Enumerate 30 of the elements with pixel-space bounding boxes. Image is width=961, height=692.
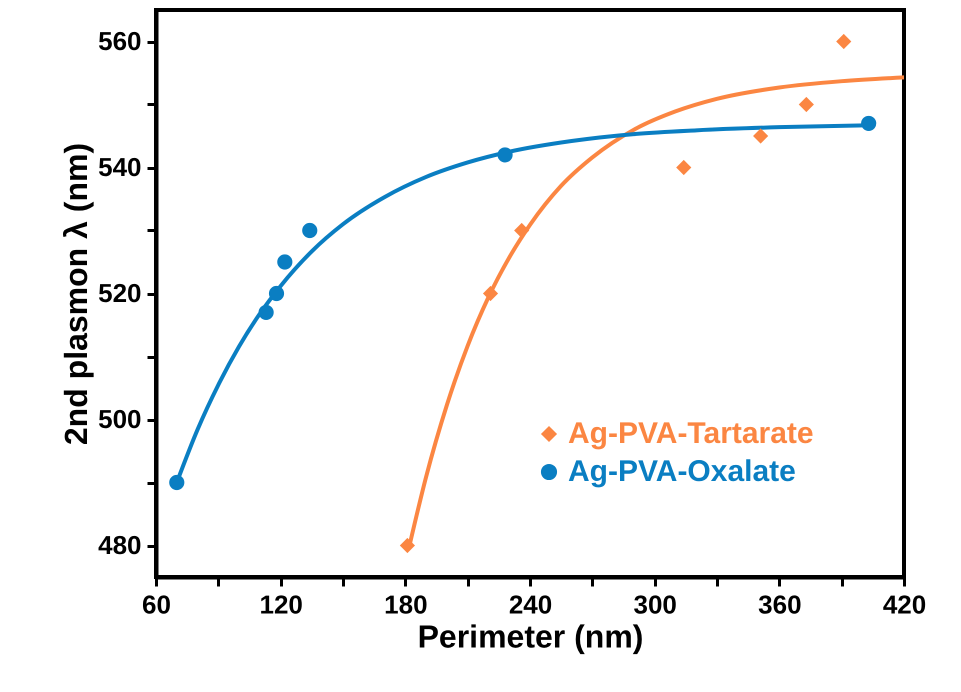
point [514, 222, 530, 238]
x-tick-label: 420 [882, 590, 926, 620]
legend-label: Ag-PVA-Tartarate [568, 417, 814, 450]
point [676, 160, 692, 176]
x-tick-label: 180 [384, 590, 428, 620]
point [798, 96, 814, 112]
point [277, 254, 292, 270]
x-tick-label: 240 [508, 590, 552, 620]
x-tick-label: 300 [633, 590, 677, 620]
y-tick-label: 500 [98, 404, 142, 434]
x-tick-label: 360 [758, 590, 802, 620]
point [302, 222, 318, 238]
y-axis-title: 2nd plasmon λ (nm) [58, 142, 94, 446]
point [258, 304, 274, 320]
x-tick-label: 60 [142, 590, 171, 620]
point [400, 538, 415, 554]
point [169, 474, 184, 490]
point [482, 286, 498, 302]
point [753, 128, 768, 144]
point [268, 286, 284, 302]
y-tick-label: 480 [98, 530, 142, 560]
legend-label: Ag-PVA-Oxalate [568, 455, 796, 488]
point [861, 116, 876, 131]
y-tick-label: 520 [98, 278, 142, 308]
x-tick-label: 120 [259, 590, 303, 620]
x-axis-title: Perimeter (nm) [418, 618, 644, 654]
y-tick-label: 540 [98, 152, 142, 182]
point [497, 147, 513, 162]
y-tick-label: 560 [98, 26, 142, 56]
point [836, 34, 852, 50]
